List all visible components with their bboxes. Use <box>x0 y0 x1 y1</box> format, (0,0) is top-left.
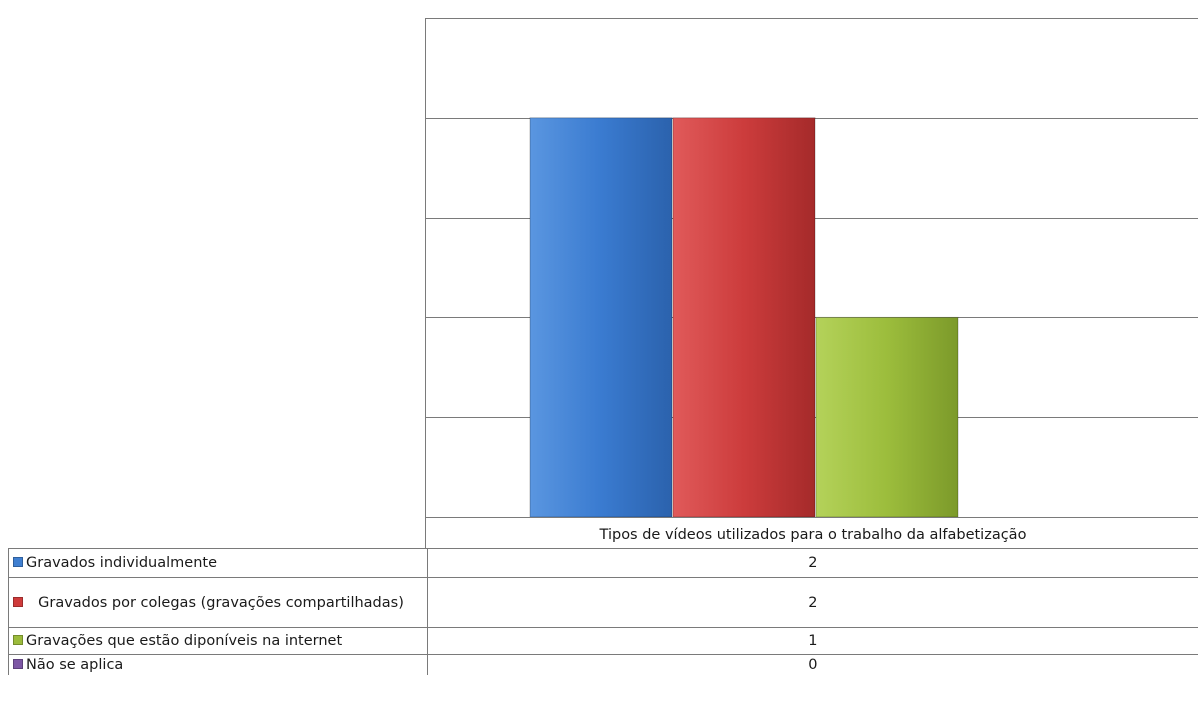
value-cell: 2 <box>426 548 1198 578</box>
value-cell: 1 <box>426 627 1198 655</box>
value-cell: 0 <box>426 654 1198 675</box>
bars <box>529 117 959 518</box>
legend-swatch-icon <box>13 596 23 607</box>
chart: Tipos de vídeos utilizados para o trabal… <box>425 18 1198 548</box>
legend-swatch-icon <box>13 557 23 567</box>
bar-series-3 <box>815 316 959 518</box>
legend-label-cell: Gravados individualmente <box>8 548 428 578</box>
table-row: Gravações que estão diponíveis na intern… <box>8 627 1198 655</box>
legend-swatch-icon <box>13 659 23 669</box>
value-cell: 2 <box>426 577 1198 628</box>
table-row: Gravados por colegas (gravações comparti… <box>8 577 1198 628</box>
data-table: Gravados individualmente 2 Gravados por … <box>8 548 1198 675</box>
series-name: Gravados individualmente <box>26 555 217 571</box>
table-row: Gravados individualmente 2 <box>8 548 1198 578</box>
legend-label-cell: Não se aplica <box>8 654 428 675</box>
legend-label-cell: Gravados por colegas (gravações comparti… <box>8 577 428 628</box>
legend-swatch-icon <box>13 635 23 645</box>
series-name: Não se aplica <box>26 657 124 673</box>
series-name: Gravações que estão diponíveis na intern… <box>26 633 343 649</box>
bar-series-1 <box>529 117 673 518</box>
series-name: Gravados por colegas (gravações comparti… <box>38 594 404 611</box>
category-label: Tipos de vídeos utilizados para o trabal… <box>599 527 1027 543</box>
bar-series-2 <box>672 117 816 518</box>
legend-label-cell: Gravações que estão diponíveis na intern… <box>8 627 428 655</box>
table-row: Não se aplica 0 <box>8 654 1198 675</box>
